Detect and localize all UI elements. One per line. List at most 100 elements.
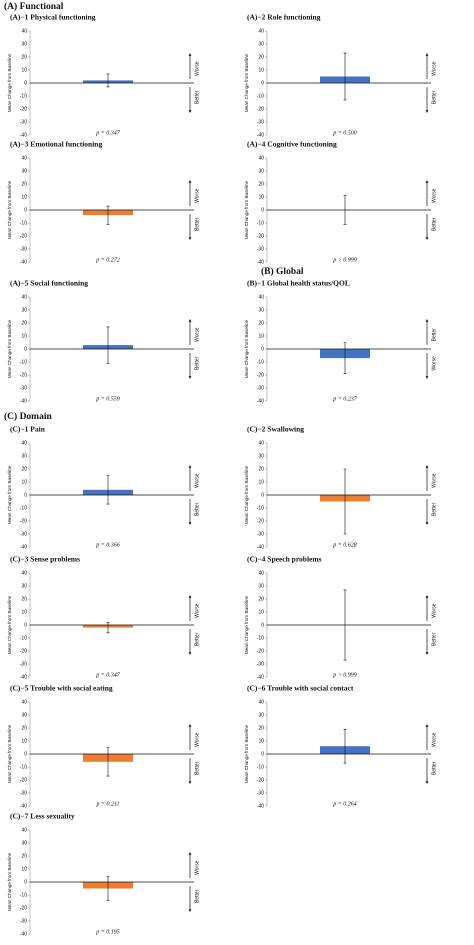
p-value: p > 0.999 <box>332 257 357 263</box>
down-label: Better <box>194 356 200 370</box>
down-label: Better <box>194 632 200 646</box>
y-tick-label: -20 <box>20 372 27 378</box>
y-tick-label: 30 <box>21 840 27 846</box>
error-bar <box>343 468 347 535</box>
y-axis-label: Mean Change from Baseline <box>7 465 12 524</box>
y-tick-label: 30 <box>21 712 27 718</box>
y-tick-label: -20 <box>20 518 27 524</box>
y-tick-label: 30 <box>21 41 27 47</box>
y-tick-label: -30 <box>257 531 264 537</box>
y-tick-label: -40 <box>257 259 264 265</box>
y-tick-label: 20 <box>21 181 27 187</box>
y-tick-label: -20 <box>20 233 27 239</box>
y-axis-label: Mean Change from Baseline <box>244 595 249 654</box>
y-tick-label: 40 <box>21 699 27 705</box>
up-label: Worse <box>194 732 200 747</box>
up-label: Better <box>431 328 437 342</box>
y-tick-label: 40 <box>21 155 27 161</box>
y-tick-label: 20 <box>258 725 264 731</box>
up-label: Worse <box>431 732 437 747</box>
y-tick-label: 0 <box>261 80 264 86</box>
y-tick-label: 20 <box>21 725 27 731</box>
y-tick-label: 20 <box>21 320 27 326</box>
y-tick-label: 30 <box>21 307 27 313</box>
y-tick-label: 40 <box>258 570 264 576</box>
p-value: p = 0.628 <box>332 542 357 548</box>
y-tick-label: -20 <box>257 372 264 378</box>
y-tick-label: -40 <box>20 803 27 809</box>
y-tick-label: -10 <box>257 359 264 365</box>
error-bar <box>343 342 347 374</box>
y-tick-label: 20 <box>21 54 27 60</box>
y-tick-label: 10 <box>21 866 27 872</box>
y-tick-label: 0 <box>261 622 264 628</box>
y-tick-label: -10 <box>257 635 264 641</box>
y-tick-label: 20 <box>258 596 264 602</box>
down-label: Better <box>431 502 437 516</box>
chart-title: (A)−2 Role functioning <box>247 13 321 22</box>
y-axis-label: Mean Change from Baseline <box>7 595 12 654</box>
error-bar <box>106 475 110 505</box>
y-axis-label: Mean Change from Baseline <box>244 724 249 783</box>
y-tick-label: 10 <box>21 738 27 744</box>
y-tick-label: -20 <box>257 777 264 783</box>
up-label: Worse <box>431 473 437 488</box>
y-tick-label: 10 <box>258 333 264 339</box>
chart-title: (A)−4 Cognitive functioning <box>247 140 337 149</box>
down-label: Better <box>194 90 200 104</box>
y-tick-label: -20 <box>20 777 27 783</box>
y-tick-label: -30 <box>20 918 27 924</box>
section-heading: (C) Domain <box>4 411 52 422</box>
y-tick-label: -30 <box>257 119 264 125</box>
y-tick-label: -20 <box>257 648 264 654</box>
chart-title: (C)−5 Trouble with social eating <box>10 684 113 693</box>
p-value: p > 0.999 <box>332 672 357 678</box>
up-label: Worse <box>194 603 200 618</box>
up-label: Worse <box>431 188 437 203</box>
p-value: p = 0.211 <box>95 801 119 807</box>
y-tick-label: 0 <box>24 80 27 86</box>
y-tick-label: 30 <box>21 453 27 459</box>
up-label: Worse <box>431 603 437 618</box>
y-tick-label: -10 <box>20 93 27 99</box>
y-tick-label: -30 <box>257 385 264 391</box>
y-tick-label: -10 <box>20 892 27 898</box>
y-tick-label: 10 <box>258 609 264 615</box>
y-tick-label: 40 <box>21 827 27 833</box>
section-heading: (B) Global <box>261 266 304 277</box>
down-label: Better <box>194 502 200 516</box>
y-tick-label: 0 <box>261 207 264 213</box>
y-tick-label: -40 <box>20 259 27 265</box>
y-tick-label: -10 <box>257 764 264 770</box>
y-tick-label: 40 <box>21 28 27 34</box>
y-axis-label: Mean Change from Baseline <box>7 180 12 239</box>
down-label: Better <box>431 761 437 775</box>
chart-title: (A)−1 Physical functioning <box>10 13 96 22</box>
y-tick-label: 40 <box>258 28 264 34</box>
y-tick-label: 10 <box>21 479 27 485</box>
y-tick-label: -30 <box>20 119 27 125</box>
y-tick-label: 0 <box>24 751 27 757</box>
chart-title: (C)−6 Trouble with social contact <box>247 684 354 693</box>
chart-title: (C)−4 Speech problems <box>247 555 322 564</box>
error-bar <box>343 52 347 101</box>
y-tick-label: 10 <box>21 67 27 73</box>
y-axis-label: Mean Change from Baseline <box>244 465 249 524</box>
y-tick-label: 20 <box>21 853 27 859</box>
y-tick-label: 20 <box>21 466 27 472</box>
y-tick-label: -20 <box>257 106 264 112</box>
up-label: Worse <box>194 473 200 488</box>
chart-title: (C)−3 Sense problems <box>10 555 80 564</box>
y-tick-label: -30 <box>257 661 264 667</box>
y-tick-label: 40 <box>21 570 27 576</box>
y-tick-label: 0 <box>24 879 27 885</box>
y-tick-label: -20 <box>20 905 27 911</box>
p-value: p = 0.366 <box>95 542 120 548</box>
error-bar <box>106 73 110 88</box>
up-label: Worse <box>194 61 200 76</box>
y-axis-label: Mean Change from Baseline <box>7 852 12 911</box>
y-tick-label: 40 <box>258 699 264 705</box>
up-label: Worse <box>194 327 200 342</box>
y-tick-label: -40 <box>257 132 264 138</box>
